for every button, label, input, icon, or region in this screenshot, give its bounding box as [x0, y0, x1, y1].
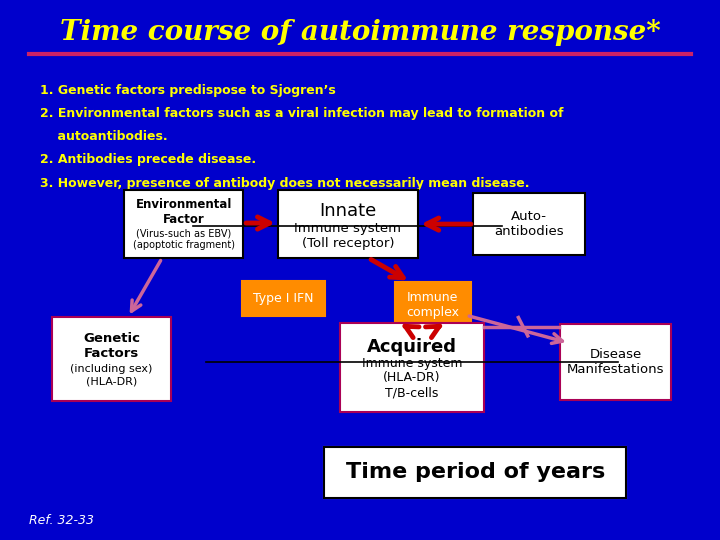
Text: 2. Antibodies precede disease.: 2. Antibodies precede disease.	[40, 153, 256, 166]
Text: 2. Environmental factors such as a viral infection may lead to formation of: 2. Environmental factors such as a viral…	[40, 107, 563, 120]
FancyBboxPatch shape	[474, 193, 585, 255]
Text: Auto-
antibodies: Auto- antibodies	[495, 210, 564, 238]
FancyBboxPatch shape	[340, 322, 484, 411]
FancyBboxPatch shape	[560, 324, 671, 400]
Text: Time course of autoimmune response*: Time course of autoimmune response*	[60, 19, 660, 46]
Text: Time period of years: Time period of years	[346, 462, 605, 483]
Text: Type I IFN: Type I IFN	[253, 292, 314, 305]
FancyBboxPatch shape	[243, 281, 325, 315]
Text: Disease
Manifestations: Disease Manifestations	[567, 348, 665, 376]
FancyBboxPatch shape	[52, 317, 171, 401]
Text: Time period of years: Time period of years	[346, 462, 605, 483]
FancyBboxPatch shape	[324, 447, 626, 498]
FancyBboxPatch shape	[395, 282, 471, 328]
Text: (including sex)
(HLA-DR): (including sex) (HLA-DR)	[71, 364, 153, 386]
FancyBboxPatch shape	[277, 191, 418, 258]
Text: Innate: Innate	[319, 201, 377, 220]
Text: 1. Genetic factors predispose to Sjogren’s: 1. Genetic factors predispose to Sjogren…	[40, 84, 336, 97]
Text: autoantibodies.: autoantibodies.	[40, 130, 167, 143]
Text: Immune system
(HLA-DR)
T/B-cells: Immune system (HLA-DR) T/B-cells	[361, 356, 462, 400]
Text: Environmental
Factor: Environmental Factor	[135, 198, 232, 226]
Text: Immune system
(Toll receptor): Immune system (Toll receptor)	[294, 222, 401, 250]
Text: Acquired: Acquired	[366, 338, 456, 356]
FancyBboxPatch shape	[324, 447, 626, 498]
FancyBboxPatch shape	[124, 191, 243, 258]
Text: Immune
complex: Immune complex	[406, 291, 459, 319]
Text: 3. However, presence of antibody does not necessarily mean disease.: 3. However, presence of antibody does no…	[40, 177, 529, 190]
Text: (Virus-such as EBV)
(apoptotic fragment): (Virus-such as EBV) (apoptotic fragment)	[132, 228, 235, 250]
Text: Genetic
Factors: Genetic Factors	[83, 332, 140, 360]
Text: Ref. 32-33: Ref. 32-33	[29, 514, 94, 526]
